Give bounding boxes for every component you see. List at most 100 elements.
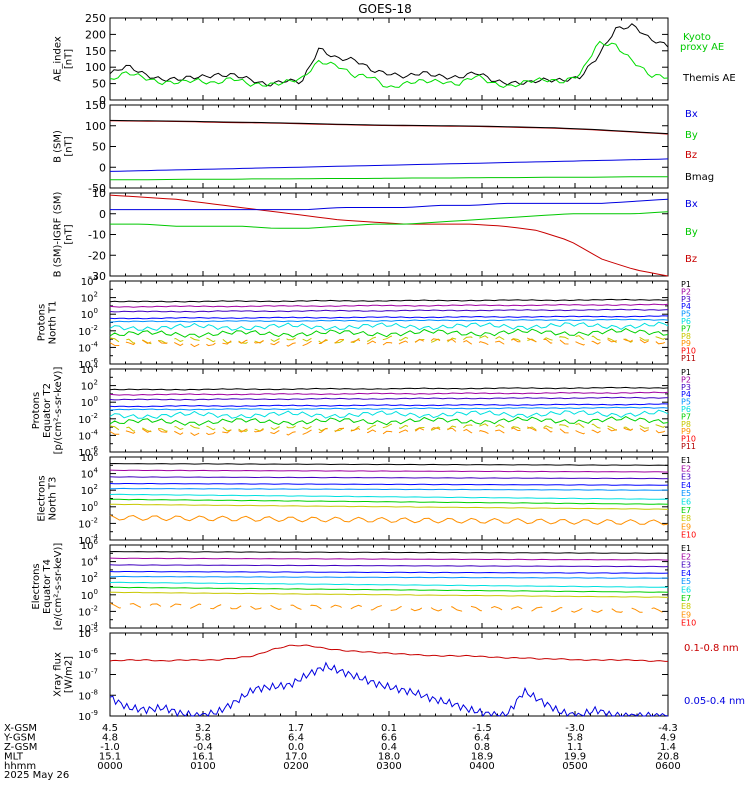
legend-p10: P10: [681, 435, 696, 444]
panel-6-ylabel: ElectronsEquator T4[e/(cm²-s-sr-keV)]: [31, 543, 64, 631]
panel-5-channel-e5: [110, 487, 669, 491]
legend-kyoto: Kyoto: [683, 32, 711, 43]
y-tick-label: 10-6: [78, 647, 98, 661]
panel-1-series-by: [110, 176, 668, 181]
legend-p5: P5: [681, 398, 691, 407]
panel-6-channel-e2: [109, 557, 669, 561]
y-tick-label: 10-9: [78, 709, 98, 723]
legend-e6: E6: [681, 498, 691, 507]
y-tick-label: 50: [92, 78, 106, 91]
footer-value: 4.5: [102, 723, 118, 734]
legend-xray-short: 0.05-0.4 nm: [684, 696, 745, 707]
legend-e3: E3: [681, 561, 691, 570]
legend-p2: P2: [681, 375, 691, 384]
y-tick-label: 100: [81, 588, 98, 602]
legend-e2: E2: [681, 552, 691, 561]
footer-value: -1.5: [472, 723, 492, 734]
panel-6-channel-e4: [109, 571, 669, 574]
legend-e9: E9: [681, 610, 691, 619]
legend-p7: P7: [681, 412, 691, 421]
panel-6-channel-e3: [109, 564, 669, 568]
y-tick-label: 102: [81, 291, 98, 305]
legend-e10: E10: [681, 531, 696, 540]
legend-e4: E4: [681, 481, 691, 490]
footer-value: -0.4: [193, 742, 213, 753]
y-tick-label: 102: [81, 571, 98, 585]
legend-e10: E10: [681, 619, 696, 628]
panel-2-ylabel: B (SM)-IGRF (SM)[nT]: [53, 192, 75, 278]
footer-row-label: Y-GSM: [3, 733, 36, 744]
legend-e5: E5: [681, 489, 691, 498]
y-tick-label: -50: [88, 182, 106, 195]
panel-7-frame: [109, 632, 669, 717]
legend-p1: P1: [681, 280, 691, 289]
legend-p2: P2: [681, 287, 691, 296]
y-tick-label: 100: [85, 120, 106, 133]
panel-3-channel-p6: [109, 321, 669, 331]
y-tick-label: 10-5: [78, 626, 98, 640]
legend-p7: P7: [681, 324, 691, 333]
legend-e3: E3: [681, 473, 691, 482]
legend-by: By: [685, 130, 698, 141]
y-tick-label: 106: [81, 450, 99, 464]
panel-5-channel-e6: [109, 493, 669, 500]
legend-p11: P11: [681, 442, 696, 451]
footer-value: 18.0: [378, 752, 400, 763]
panel-6-channel-e7: [109, 586, 669, 593]
legend-bz: Bz: [685, 254, 697, 265]
footer-value: 0600: [655, 761, 680, 772]
legend-by: By: [685, 227, 698, 238]
y-tick-label: 50: [92, 141, 106, 154]
legend-xray-long: 0.1-0.8 nm: [684, 643, 739, 654]
y-tick-label: 100: [85, 61, 106, 74]
legend-p11: P11: [681, 354, 696, 363]
panel-3-channel-p1: [109, 298, 669, 303]
footer-value: 5.8: [567, 733, 583, 744]
footer-value: 6.4: [288, 733, 304, 744]
panel-2-frame: [109, 192, 669, 277]
panel-4-channel-p2: [109, 391, 669, 396]
legend-e5: E5: [681, 577, 691, 586]
panel-1-frame: [109, 104, 669, 189]
footer-value: 0.4: [381, 742, 397, 753]
panel-3-channel-p5: [109, 318, 669, 323]
legend-p9: P9: [681, 339, 691, 348]
y-tick-label: 102: [81, 379, 98, 393]
legend-p3: P3: [681, 383, 691, 392]
legend-bz: Bz: [685, 150, 697, 161]
y-tick-label: 10-2: [78, 516, 98, 530]
y-tick-label: 102: [81, 483, 98, 497]
y-tick-label: 10: [92, 187, 106, 200]
footer-value: 15.1: [99, 752, 121, 763]
footer-value: 3.2: [195, 723, 211, 734]
footer-value: 0.1: [381, 723, 397, 734]
y-tick-label: 10-4: [78, 428, 98, 442]
panel-3-channel-p4: [109, 315, 669, 320]
panel-4-channel-p1: [109, 386, 669, 391]
legend-e1: E1: [681, 544, 691, 553]
y-tick-label: 10-7: [78, 668, 98, 682]
panel-5-channel-e2: [109, 469, 669, 473]
legend-e8: E8: [681, 514, 691, 523]
y-tick-label: -10: [88, 229, 106, 242]
footer-value: -1.0: [100, 742, 120, 753]
y-tick-label: 104: [81, 555, 99, 569]
legend-p4: P4: [681, 390, 691, 399]
footer-value: 1.1: [567, 742, 583, 753]
panel-3-channel-p8: [109, 335, 669, 345]
y-tick-label: -30: [88, 270, 106, 283]
panel-6-channel-e9: [109, 602, 669, 614]
legend-e6: E6: [681, 586, 691, 595]
legend-e7: E7: [681, 506, 691, 515]
y-tick-label: 100: [81, 500, 98, 514]
y-tick-label: 10-2: [78, 412, 98, 426]
panel-1-series-bx: [109, 158, 669, 172]
panel-0-series-kyoto-proxy-ae: [109, 40, 669, 89]
panel-3-channel-p7: [109, 328, 669, 338]
footer-value: 0.0: [288, 742, 304, 753]
panel-1-ylabel: B (SM)[nT]: [53, 130, 75, 163]
y-tick-label: 150: [85, 99, 106, 112]
footer-value: 1.7: [288, 723, 304, 734]
y-tick-label: -20: [88, 249, 106, 262]
footer-value: 1.4: [660, 742, 676, 753]
